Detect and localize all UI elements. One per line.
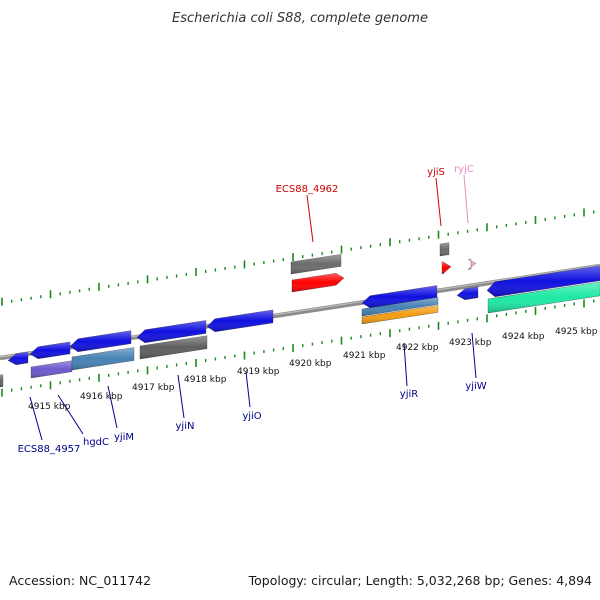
gene-label[interactable]: yjiM xyxy=(114,432,134,443)
tick-label: 4923 kbp xyxy=(449,338,492,348)
map-title: Escherichia coli S88, complete genome xyxy=(172,11,428,26)
tick-label: 4925 kbp xyxy=(555,327,598,337)
leader-line xyxy=(471,332,477,379)
leader-line xyxy=(245,371,251,408)
gene-yjis-gray-shade xyxy=(440,242,449,256)
gene-ecs88-4962-shade xyxy=(292,273,344,292)
tick-label: 4918 kbp xyxy=(184,375,227,385)
gene-right-reverse-shade xyxy=(487,265,600,297)
band-steelblue-shade xyxy=(72,347,134,370)
tick-label: 4920 kbp xyxy=(289,359,332,369)
outer-tick-ring xyxy=(1,208,595,306)
band-gray-edge-shade xyxy=(0,374,3,387)
label-leaders xyxy=(29,174,477,441)
rna-ryjc-shade xyxy=(468,259,476,270)
inner-tick-ring xyxy=(1,299,595,397)
gene-hgdc-shade xyxy=(30,341,70,359)
gene-label[interactable]: yjiS xyxy=(427,167,445,178)
gene-label[interactable]: yjiR xyxy=(400,389,418,400)
tick-label: 4919 kbp xyxy=(237,367,280,377)
gene-label[interactable]: yjiO xyxy=(242,411,261,422)
tick-label: 4915 kbp xyxy=(28,402,71,412)
band-teal-shade xyxy=(488,281,600,313)
tick-label: 4916 kbp xyxy=(80,392,123,402)
gene-yjir-shade xyxy=(362,285,437,308)
band-purple-shade xyxy=(31,360,72,378)
gene-label[interactable]: ECS88_4957 xyxy=(18,444,81,455)
genome-info-text: Topology: circular; Length: 5,032,268 bp… xyxy=(248,573,592,588)
gene-label[interactable]: yjiN xyxy=(176,421,195,432)
gene-label[interactable]: hgdC xyxy=(83,437,109,448)
leader-line xyxy=(107,385,118,429)
gene-yjis-shade xyxy=(442,261,451,274)
gene-yjio-shade xyxy=(207,309,273,332)
tick-labels: 4915 kbp 4916 kbp 4917 kbp 4918 kbp 4919 kbp… xyxy=(28,327,598,412)
gene-label[interactable]: ECS88_4962 xyxy=(276,184,339,195)
leader-line xyxy=(435,177,442,227)
tick-label: 4924 kbp xyxy=(502,332,545,342)
gene-features xyxy=(0,242,600,388)
leader-line xyxy=(29,396,43,441)
leader-line xyxy=(306,194,314,243)
gene-ecs88-4962-gray-shade xyxy=(291,254,341,274)
leader-line xyxy=(463,174,469,224)
gene-label[interactable]: yjiW xyxy=(465,381,486,392)
band-blue-right-shade xyxy=(362,297,438,316)
leader-line xyxy=(177,374,185,419)
leader-line xyxy=(403,342,408,387)
gene-yjiw-shade xyxy=(457,286,478,300)
accession-text: Accession: NC_011742 xyxy=(9,573,152,588)
band-orange-shade xyxy=(362,305,438,324)
tick-label: 4922 kbp xyxy=(396,343,439,353)
gene-yjim-shade xyxy=(70,330,131,352)
gene-yjin-shade xyxy=(137,320,206,343)
tick-label: 4917 kbp xyxy=(132,383,175,393)
leader-line xyxy=(57,394,84,435)
band-gray-left-shade xyxy=(140,335,207,359)
gene-label[interactable]: ryjC xyxy=(454,164,474,175)
gene-ecs88-4957-shade xyxy=(8,351,28,365)
tick-label: 4921 kbp xyxy=(343,351,386,361)
